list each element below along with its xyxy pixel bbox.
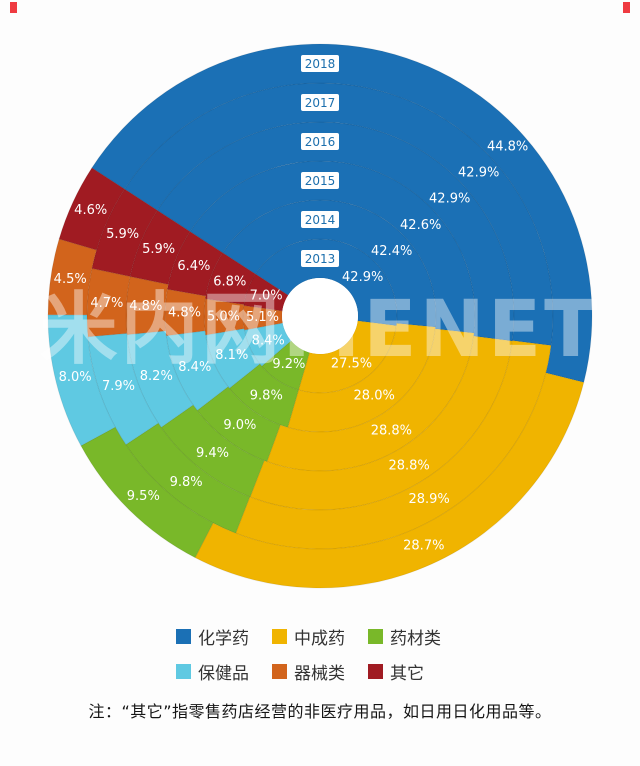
percent-label: 8.2%	[140, 369, 173, 384]
legend-swatch	[176, 664, 191, 679]
percent-label: 28.7%	[403, 539, 444, 554]
percent-label: 42.9%	[342, 270, 383, 285]
year-chip-label: 2015	[305, 174, 336, 188]
percent-label: 7.9%	[102, 379, 135, 394]
year-chip	[301, 133, 339, 150]
segment-2014-5	[203, 298, 245, 336]
legend-item: 药材类	[368, 624, 464, 649]
legend-item: 其它	[368, 659, 464, 684]
year-chip-label: 2014	[305, 213, 336, 227]
percent-label: 9.2%	[272, 357, 305, 372]
segment-2018-2	[194, 372, 585, 589]
legend-label: 中成药	[294, 629, 345, 649]
percent-label: 9.8%	[170, 475, 203, 490]
segment-2015-3	[196, 386, 281, 463]
year-chip	[301, 211, 339, 228]
percent-label: 4.8%	[129, 299, 162, 314]
segment-2015-1	[189, 160, 476, 334]
chart-legend: 化学药 中成药 药材类保健品 器械类 其它	[0, 624, 640, 684]
legend-label: 器械类	[294, 664, 345, 684]
percent-label: 4.8%	[168, 305, 201, 320]
percent-label: 4.5%	[54, 272, 87, 287]
segment-2014-6	[204, 252, 257, 306]
year-chips: 2013 2014 2015 2016 2017 2018	[301, 55, 339, 267]
footnote: 注：“其它”指零售药店经营的非医疗用品，如日用日化用品等。	[88, 702, 552, 721]
corner-mark-left	[10, 2, 17, 13]
percent-label: 28.8%	[388, 459, 429, 474]
segment-2014-4	[204, 328, 261, 390]
corner-mark-right	[623, 2, 630, 13]
segment-2016-1	[156, 121, 515, 342]
percent-label: 9.8%	[250, 389, 283, 404]
segment-2015-4	[165, 330, 229, 412]
year-chip	[301, 94, 339, 111]
legend-item: 器械类	[272, 659, 368, 684]
donut-hole	[282, 278, 358, 354]
ring-segments	[47, 43, 593, 589]
percent-label: 28.8%	[371, 424, 412, 439]
percent-label: 5.0%	[207, 309, 240, 324]
segment-2017-3	[125, 422, 251, 534]
segment-2014-3	[228, 363, 300, 429]
segment-2015-6	[166, 230, 224, 297]
year-chip-label: 2016	[305, 135, 336, 149]
legend-swatch	[272, 629, 287, 644]
percent-label: 28.0%	[354, 388, 395, 403]
percent-label: 8.4%	[252, 333, 285, 348]
segment-2018-1	[91, 43, 593, 383]
segment-2017-6	[91, 188, 158, 277]
year-chip-label: 2018	[305, 57, 336, 71]
legend-swatch	[272, 664, 287, 679]
year-chip	[301, 55, 339, 72]
percent-label: 44.8%	[487, 140, 528, 155]
percent-label: 8.0%	[59, 370, 92, 385]
nested-donut-chart: 米内网MENET42.9%27.5%9.2%8.4%5.1%7.0%42.4%2…	[47, 43, 593, 589]
percent-label: 4.7%	[90, 296, 123, 311]
legend-label: 保健品	[198, 664, 249, 684]
legend-label: 化学药	[198, 629, 249, 649]
legend-swatch	[368, 664, 383, 679]
percent-label: 4.6%	[74, 203, 107, 218]
percent-label: 9.5%	[127, 489, 160, 504]
percent-label: 27.5%	[331, 357, 372, 372]
percent-label: 5.9%	[142, 242, 175, 257]
percent-label: 8.1%	[215, 348, 248, 363]
legend-label: 其它	[390, 664, 424, 684]
legend-item: 保健品	[176, 659, 272, 684]
legend-swatch	[176, 629, 191, 644]
percent-label: 42.6%	[400, 218, 441, 233]
legend-label: 药材类	[390, 629, 441, 649]
percent-label: 42.4%	[371, 244, 412, 259]
segment-2014-2	[287, 322, 437, 433]
percent-label: 7.0%	[250, 288, 283, 303]
percent-label: 42.9%	[458, 166, 499, 181]
percent-label: 8.4%	[178, 360, 211, 375]
year-chip-label: 2017	[305, 96, 336, 110]
segment-2018-6	[58, 167, 126, 251]
year-chip	[301, 172, 339, 189]
segment-2016-6	[129, 209, 191, 286]
percent-labels: 42.9% 27.5% 9.2% 8.4% 5.1% 7.0% 42.4% 28.0% 9.8%…	[54, 140, 529, 554]
percent-label: 42.9%	[429, 192, 470, 207]
legend-item: 中成药	[272, 624, 368, 649]
percent-label: 6.8%	[213, 274, 246, 289]
percent-label: 9.0%	[223, 418, 256, 433]
legend-swatch	[368, 629, 383, 644]
year-chip	[301, 250, 339, 267]
year-chip-label: 2013	[305, 252, 336, 266]
percent-label: 28.9%	[408, 492, 449, 507]
segment-2014-1	[222, 199, 437, 328]
percent-label: 5.1%	[246, 310, 279, 325]
percent-label: 6.4%	[177, 259, 210, 274]
percent-label: 9.4%	[196, 446, 229, 461]
percent-label: 5.9%	[106, 227, 139, 242]
legend-item: 化学药	[176, 624, 272, 649]
